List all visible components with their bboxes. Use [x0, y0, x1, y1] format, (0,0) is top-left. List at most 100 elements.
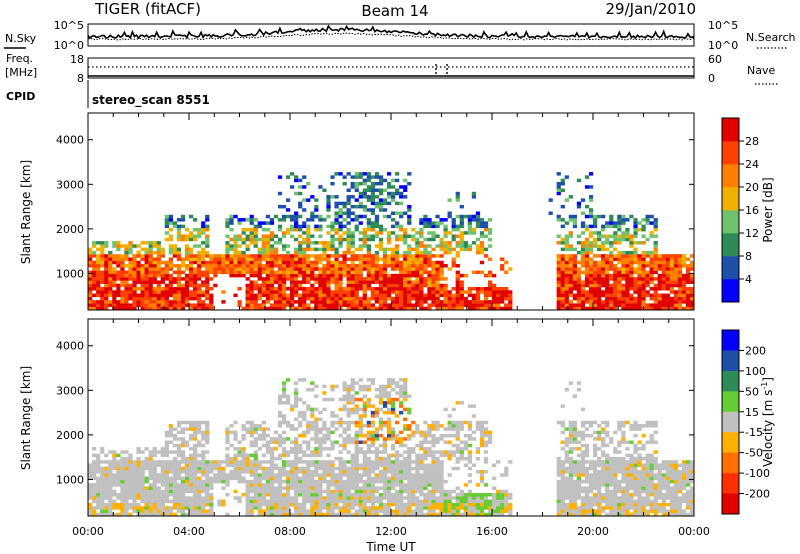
power-cell [560, 188, 565, 192]
power-cell [338, 234, 343, 238]
velocity-cell [326, 460, 331, 464]
power-cell [378, 287, 384, 291]
power-cell [621, 250, 626, 255]
power-cell [572, 306, 578, 311]
velocity-cell [338, 506, 343, 510]
power-cell [629, 300, 634, 304]
velocity-cell [176, 443, 182, 448]
power-cell [306, 280, 311, 284]
power-cell [257, 221, 262, 225]
power-cell [168, 290, 174, 294]
power-cell [673, 280, 679, 284]
power-cell [370, 234, 376, 238]
power-cell [382, 280, 388, 284]
velocity-cell [253, 486, 258, 490]
power-cell [261, 247, 266, 252]
velocity-cell [419, 433, 424, 438]
power-cell [653, 254, 658, 258]
power-cell [306, 231, 311, 235]
velocity-cell [326, 473, 331, 477]
power-cell [229, 247, 234, 252]
power-cell [189, 293, 194, 298]
velocity-cell [92, 499, 97, 504]
power-cell [447, 241, 452, 245]
velocity-cell [411, 496, 416, 500]
power-cell [403, 270, 408, 275]
power-cell [451, 303, 456, 307]
velocity-cell [112, 466, 117, 471]
velocity-cell [447, 424, 452, 428]
noise-panel-frame [87, 23, 695, 47]
power-x-ticks [87, 113, 695, 310]
power-cell [629, 257, 634, 261]
power-cell [318, 234, 323, 238]
velocity-cell [346, 489, 351, 494]
velocity-cell [273, 489, 279, 494]
power-cell [560, 273, 565, 278]
velocity-cell [366, 493, 371, 497]
power-cell [318, 267, 323, 271]
velocity-cell [403, 476, 408, 481]
power-cell [463, 231, 468, 235]
velocity-cell [298, 397, 303, 402]
power-cell [463, 244, 468, 248]
power-cell [621, 267, 626, 271]
power-cell [378, 204, 384, 209]
power-cell [116, 264, 121, 268]
velocity-cell [403, 407, 408, 412]
velocity-cell [108, 499, 113, 504]
power-cell [241, 231, 246, 235]
velocity-cell [362, 486, 367, 490]
velocity-cell [395, 450, 400, 454]
velocity-cell [128, 512, 133, 517]
power-cell [653, 221, 658, 225]
power-cell [100, 306, 105, 311]
velocity-cell [354, 502, 359, 507]
velocity-cell [189, 476, 194, 481]
velocity-cell [423, 493, 428, 497]
velocity-cell [140, 466, 145, 471]
velocity-cell [257, 433, 262, 438]
power-cell [358, 204, 363, 209]
velocity-cell [443, 440, 448, 444]
velocity-cell [374, 394, 380, 398]
velocity-cell [350, 387, 355, 392]
velocity-cell [443, 433, 448, 438]
power-cell [613, 287, 618, 291]
power-cell [326, 208, 331, 212]
velocity-cell [302, 466, 307, 471]
power-cell [168, 273, 174, 278]
power-cell [455, 277, 460, 281]
power-cell [346, 264, 351, 268]
velocity-cell [201, 463, 206, 467]
power-cell [576, 293, 582, 298]
power-cell [609, 296, 614, 301]
power-cell [128, 273, 133, 278]
velocity-cell [354, 493, 359, 497]
power-cell [471, 227, 477, 232]
power-cell [572, 260, 578, 265]
power-cell [298, 254, 303, 258]
velocity-cell [435, 502, 440, 507]
power-cell [423, 237, 428, 242]
power-cell [378, 273, 384, 278]
power-cell [350, 267, 355, 271]
velocity-cell [342, 397, 347, 402]
power-cell [176, 237, 182, 242]
power-cell [661, 267, 666, 271]
velocity-cell [455, 433, 460, 438]
power-cell [249, 234, 254, 238]
power-cell [120, 254, 125, 258]
velocity-cell [386, 463, 392, 467]
power-cell [237, 267, 242, 271]
power-cell [334, 293, 339, 298]
power-cell [386, 273, 392, 278]
power-cell [621, 257, 626, 261]
power-cell [366, 280, 371, 284]
velocity-cell [257, 512, 262, 517]
velocity-cell [144, 486, 149, 490]
power-cell [471, 241, 477, 245]
velocity-cell [160, 479, 165, 484]
power-cell [273, 264, 279, 268]
velocity-cell [160, 509, 165, 513]
